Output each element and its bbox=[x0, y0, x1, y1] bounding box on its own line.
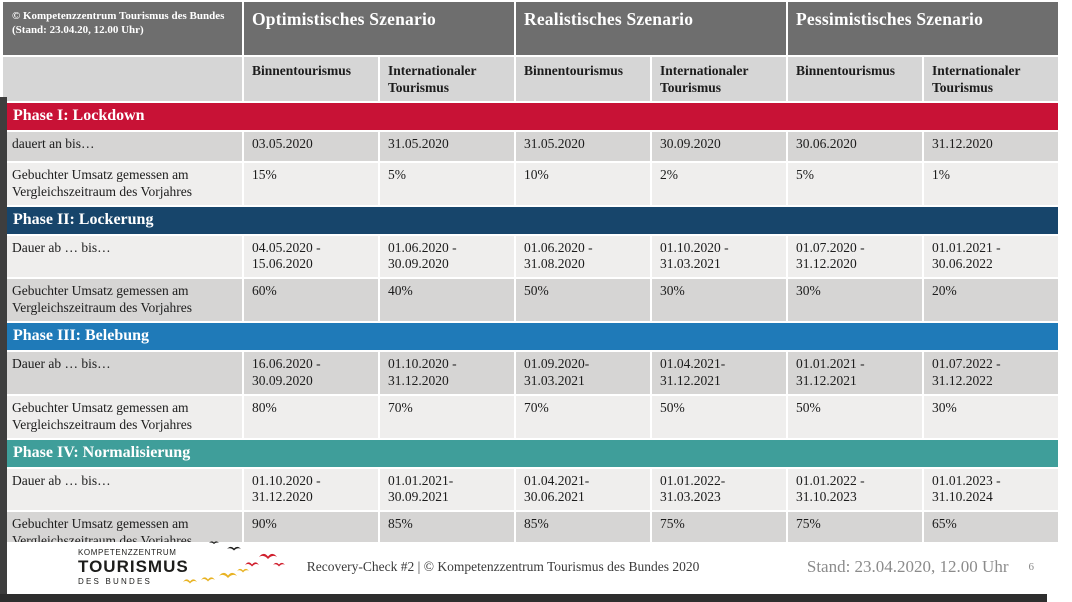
page-number: 6 bbox=[1028, 561, 1035, 573]
birds-icon bbox=[182, 541, 285, 584]
row-label: Gebuchter Umsatz gemessen am Vergleichsz… bbox=[3, 162, 242, 205]
cell-value: 01.10.2020 - 31.03.2021 bbox=[652, 235, 786, 278]
cell-value: 50% bbox=[788, 395, 922, 438]
scenario-header-optimistic: Optimistisches Szenario bbox=[244, 2, 514, 55]
phase-1-duration-row: dauert an bis… 03.05.2020 31.05.2020 31.… bbox=[3, 131, 1058, 161]
cell-value: 01.06.2020 - 30.09.2020 bbox=[380, 235, 514, 278]
cell-value: 30% bbox=[652, 279, 786, 321]
scenario-header-realistic: Realistisches Szenario bbox=[516, 2, 786, 55]
scenario-header-pessimistic: Pessimistisches Szenario bbox=[788, 2, 1058, 55]
cell-value: 5% bbox=[380, 162, 514, 205]
cell-value: 30.06.2020 bbox=[788, 131, 922, 161]
cell-value: 31.05.2020 bbox=[380, 131, 514, 161]
cell-value: 16.06.2020 - 30.09.2020 bbox=[244, 352, 378, 394]
logo-text-top: KOMPETENZZENTRUM bbox=[78, 548, 177, 558]
page-left-edge bbox=[0, 97, 7, 602]
logo-text-bottom: DES BUNDES bbox=[78, 576, 153, 586]
cell-value: 04.05.2020 - 15.06.2020 bbox=[244, 235, 378, 278]
phase-4-banner: Phase IV: Normalisierung bbox=[3, 439, 1058, 467]
cell-value: 1% bbox=[924, 162, 1058, 205]
cell-value: 15% bbox=[244, 162, 378, 205]
logo-text-main: TOURISMUS bbox=[78, 557, 189, 577]
cell-value: 10% bbox=[516, 162, 650, 205]
cell-value: 60% bbox=[244, 279, 378, 321]
cell-value: 01.07.2020 - 31.12.2020 bbox=[788, 235, 922, 278]
footer-stand: Stand: 23.04.2020, 12.00 Uhr bbox=[806, 557, 1009, 576]
empty-corner-cell bbox=[3, 57, 242, 101]
row-label: dauert an bis… bbox=[3, 131, 242, 161]
cell-value: 31.05.2020 bbox=[516, 131, 650, 161]
header-row: © Kompetenzzentrum Tourismus des Bundes … bbox=[3, 2, 1058, 55]
cell-value: 01.10.2020 - 31.12.2020 bbox=[380, 352, 514, 394]
row-label: Gebuchter Umsatz gemessen am Vergleichsz… bbox=[3, 279, 242, 321]
row-label: Dauer ab … bis… bbox=[3, 235, 242, 278]
phase-1-banner: Phase I: Lockdown bbox=[3, 102, 1058, 130]
source-cell: © Kompetenzzentrum Tourismus des Bundes … bbox=[3, 2, 242, 55]
cell-value: 50% bbox=[652, 395, 786, 438]
column-header: Binnentourismus bbox=[516, 57, 650, 101]
cell-value: 30% bbox=[788, 279, 922, 321]
cell-value: 80% bbox=[244, 395, 378, 438]
cell-value: 50% bbox=[516, 279, 650, 321]
cell-value: 01.04.2021- 31.12.2021 bbox=[652, 352, 786, 394]
scenario-table: © Kompetenzzentrum Tourismus des Bundes … bbox=[1, 0, 1060, 556]
source-line1: © Kompetenzzentrum Tourismus des Bundes bbox=[12, 10, 225, 22]
cell-value: 01.06.2020 - 31.08.2020 bbox=[516, 235, 650, 278]
phase-3-banner-row: Phase III: Belebung bbox=[3, 323, 1058, 350]
cell-value: 2% bbox=[652, 162, 786, 205]
footer-credit: Recovery-Check #2 | © Kompetenzzentrum T… bbox=[306, 559, 700, 574]
cell-value: 01.01.2021 - 30.06.2022 bbox=[924, 235, 1058, 278]
column-header: Internationaler Tourismus bbox=[924, 57, 1058, 101]
cell-value: 40% bbox=[380, 279, 514, 321]
cell-value: 01.01.2022- 31.03.2023 bbox=[652, 468, 786, 511]
cell-value: 30% bbox=[924, 395, 1058, 438]
cell-value: 03.05.2020 bbox=[244, 131, 378, 161]
phase-1-banner-row: Phase I: Lockdown bbox=[3, 102, 1058, 130]
phase-3-duration-row: Dauer ab … bis… 16.06.2020 - 30.09.2020 … bbox=[3, 352, 1058, 394]
cell-value: 20% bbox=[924, 279, 1058, 321]
phase-2-revenue-row: Gebuchter Umsatz gemessen am Vergleichsz… bbox=[3, 279, 1058, 321]
page-bottom-edge bbox=[0, 594, 1047, 602]
column-header-row: Binnentourismus Internationaler Tourismu… bbox=[3, 57, 1058, 101]
cell-value: 01.04.2021- 30.06.2021 bbox=[516, 468, 650, 511]
cell-value: 01.09.2020- 31.03.2021 bbox=[516, 352, 650, 394]
phase-3-revenue-row: Gebuchter Umsatz gemessen am Vergleichsz… bbox=[3, 395, 1058, 438]
column-header: Binnentourismus bbox=[788, 57, 922, 101]
cell-value: 30.09.2020 bbox=[652, 131, 786, 161]
cell-value: 70% bbox=[380, 395, 514, 438]
column-header: Internationaler Tourismus bbox=[380, 57, 514, 101]
phase-2-banner: Phase II: Lockerung bbox=[3, 206, 1058, 234]
cell-value: 01.01.2023 - 31.10.2024 bbox=[924, 468, 1058, 511]
cell-value: 01.10.2020 - 31.12.2020 bbox=[244, 468, 378, 511]
phase-2-banner-row: Phase II: Lockerung bbox=[3, 206, 1058, 234]
phase-1-revenue-row: Gebuchter Umsatz gemessen am Vergleichsz… bbox=[3, 162, 1058, 205]
row-label: Dauer ab … bis… bbox=[3, 352, 242, 394]
row-label: Gebuchter Umsatz gemessen am Vergleichsz… bbox=[3, 395, 242, 438]
footer-right: Stand: 23.04.2020, 12.00 Uhr 6 bbox=[807, 557, 1034, 577]
cell-value: 01.07.2022 - 31.12.2022 bbox=[924, 352, 1058, 394]
cell-value: 01.01.2021 - 31.12.2021 bbox=[788, 352, 922, 394]
row-label: Dauer ab … bis… bbox=[3, 468, 242, 511]
cell-value: 01.01.2022 - 31.10.2023 bbox=[788, 468, 922, 511]
phase-4-banner-row: Phase IV: Normalisierung bbox=[3, 439, 1058, 467]
cell-value: 01.01.2021- 30.09.2021 bbox=[380, 468, 514, 511]
slide-footer: KOMPETENZZENTRUM TOURISMUS DES BUNDES Re… bbox=[3, 541, 1060, 592]
cell-value: 5% bbox=[788, 162, 922, 205]
kompetenzzentrum-logo: KOMPETENZZENTRUM TOURISMUS DES BUNDES bbox=[78, 548, 189, 586]
column-header: Binnentourismus bbox=[244, 57, 378, 101]
cell-value: 31.12.2020 bbox=[924, 131, 1058, 161]
phase-2-duration-row: Dauer ab … bis… 04.05.2020 - 15.06.2020 … bbox=[3, 235, 1058, 278]
phase-3-banner: Phase III: Belebung bbox=[3, 323, 1058, 350]
column-header: Internationaler Tourismus bbox=[652, 57, 786, 101]
cell-value: 70% bbox=[516, 395, 650, 438]
phase-4-duration-row: Dauer ab … bis… 01.10.2020 - 31.12.2020 … bbox=[3, 468, 1058, 511]
source-line2: (Stand: 23.04.20, 12.00 Uhr) bbox=[12, 24, 144, 37]
